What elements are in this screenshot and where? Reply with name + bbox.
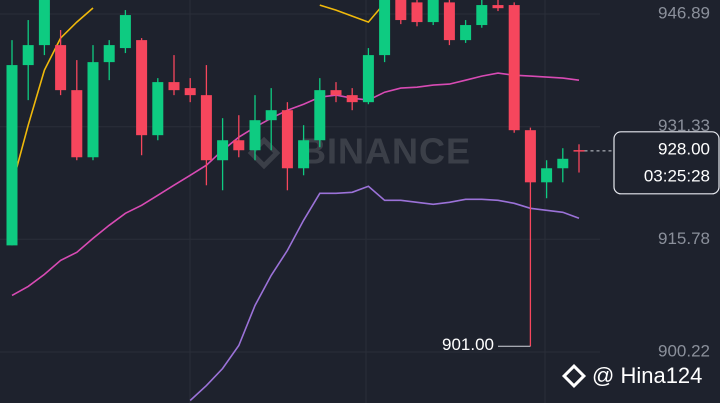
candle-body — [71, 90, 83, 158]
candle-body — [476, 5, 488, 26]
candle-body — [427, 0, 439, 23]
candle-body — [119, 15, 131, 49]
low-label: 901.00 — [442, 335, 494, 354]
candle-body — [330, 90, 342, 96]
candle-body — [362, 55, 374, 103]
candle-body — [6, 65, 18, 246]
last-price-box — [613, 131, 720, 195]
candle-body — [22, 45, 34, 66]
moving-average-line — [11, 2, 386, 186]
candle-body — [524, 130, 536, 183]
candle-body — [557, 158, 569, 169]
candle-body — [38, 0, 50, 46]
watermark-text: BINANCE — [300, 131, 471, 172]
overlay: 900.22 915.78 931.33 946.89 901.00 928.00 03:2… — [442, 4, 720, 360]
y-tick-label: 946.89 — [658, 4, 710, 23]
candle-body — [395, 0, 407, 21]
candle-body — [249, 120, 261, 151]
credit: @ Hina124 — [561, 363, 702, 389]
candle-body — [103, 45, 115, 63]
candle-body — [152, 82, 164, 136]
candle-body — [55, 45, 67, 91]
moving-average-line — [189, 185, 580, 402]
candle-body — [281, 110, 293, 169]
candle-body — [87, 62, 99, 158]
candle-body — [136, 40, 148, 136]
candle-body — [265, 110, 277, 121]
candle-body — [411, 2, 423, 23]
candle-body — [443, 2, 455, 41]
candle-body — [346, 95, 358, 103]
countdown-label: 03:25:28 — [644, 166, 710, 185]
candle-body — [217, 140, 229, 161]
candle-body — [573, 150, 585, 152]
candle-body — [168, 82, 180, 91]
plot — [6, 0, 585, 402]
candle-body — [541, 168, 553, 183]
candle-body — [314, 90, 326, 141]
candle-body — [184, 88, 196, 96]
candle-body — [379, 0, 391, 56]
last-price-label: 928.00 — [658, 139, 710, 158]
y-tick-label: 915.78 — [658, 229, 710, 248]
candle-body — [233, 140, 245, 151]
moving-average-line — [11, 72, 580, 297]
candle-body — [298, 140, 310, 169]
candle-body — [460, 25, 472, 41]
credit-text: @ Hina124 — [592, 363, 702, 388]
grid — [0, 13, 600, 353]
candle-body — [492, 5, 504, 9]
candle-body — [200, 95, 212, 161]
credit-logo — [561, 363, 587, 389]
y-tick-label: 900.22 — [658, 341, 710, 360]
candle-body — [508, 5, 520, 131]
y-tick-label: 931.33 — [658, 116, 710, 135]
